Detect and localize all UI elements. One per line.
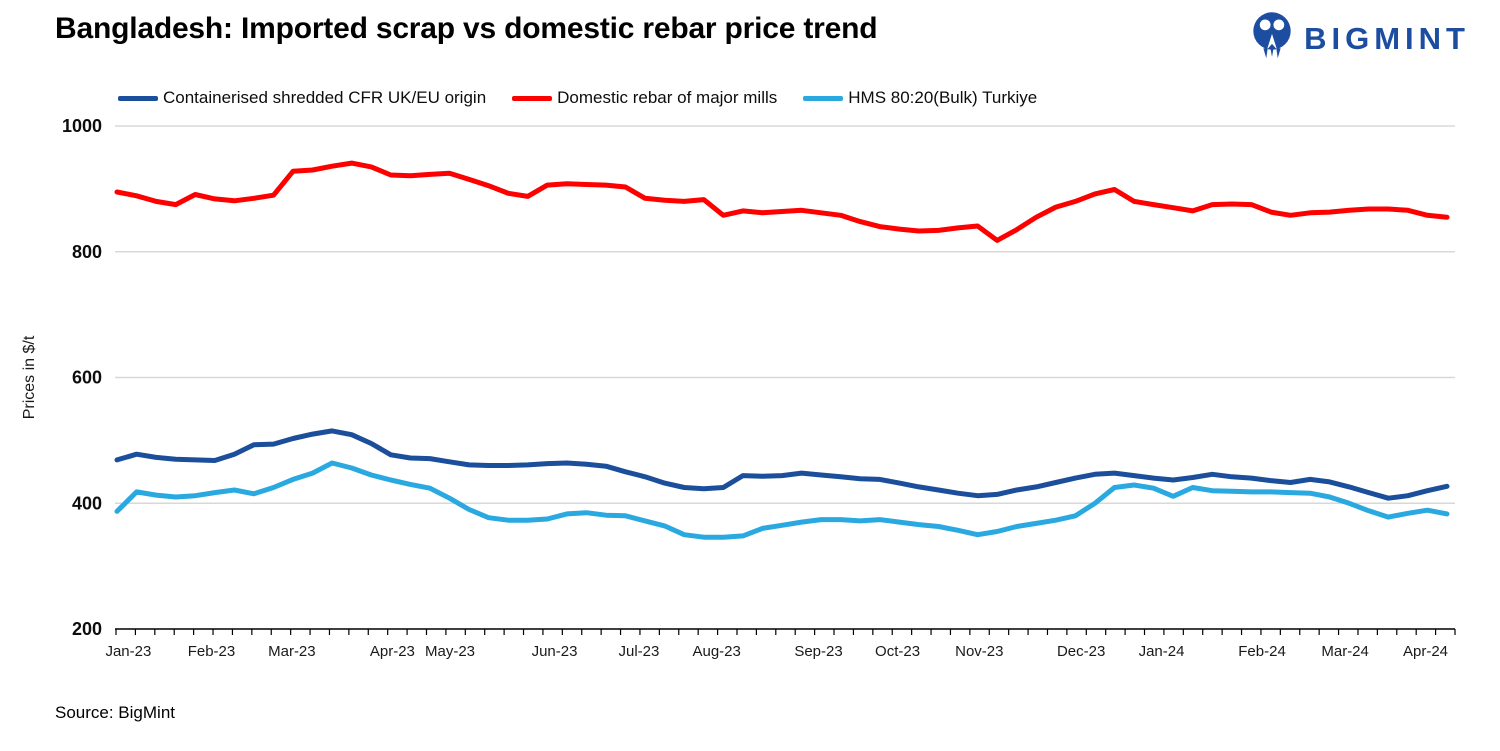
y-tick-label: 1000: [62, 116, 102, 136]
x-tick-label: Apr-24: [1403, 643, 1448, 660]
legend-label: Containerised shredded CFR UK/EU origin: [163, 88, 487, 107]
x-tick-label: Aug-23: [692, 643, 740, 660]
x-tick-label: Mar-24: [1321, 643, 1369, 660]
bigmint-logo-text: BIGMINT: [1304, 20, 1470, 56]
bigmint-logo-icon: [1249, 10, 1295, 67]
bigmint-logo: BIGMINT: [1249, 10, 1470, 67]
y-tick-label: 400: [72, 493, 102, 513]
x-tick-label: Jan-23: [105, 643, 151, 660]
x-tick-label: May-23: [425, 643, 475, 660]
x-tick-label: Nov-23: [955, 643, 1003, 660]
legend-swatch-red: [512, 95, 553, 101]
y-axis-title: Prices in $/t: [21, 335, 38, 419]
series-line-1: [114, 160, 1450, 243]
y-tick-label: 800: [72, 242, 102, 262]
page-title: Bangladesh: Imported scrap vs domestic r…: [55, 12, 878, 45]
legend-label: HMS 80:20(Bulk) Turkiye: [848, 88, 1038, 107]
x-tick-label: Feb-24: [1238, 643, 1286, 660]
legend-swatch-dark-blue: [118, 95, 158, 101]
chart-legend: Containerised shredded CFR UK/EU origin …: [118, 88, 1037, 108]
x-tick-label: Oct-23: [875, 643, 920, 660]
x-tick-label: Jan-24: [1139, 643, 1185, 660]
x-tick-label: Jun-23: [532, 643, 578, 660]
x-tick-label: Feb-23: [188, 643, 236, 660]
x-tick-label: Apr-23: [370, 643, 415, 660]
x-tick-label: Jul-23: [619, 643, 660, 660]
legend-entry-domestic-rebar: Domestic rebar of major mills: [512, 88, 777, 108]
legend-label: Domestic rebar of major mills: [557, 88, 778, 107]
legend-swatch-light-blue: [803, 95, 844, 101]
series-line-2: [114, 460, 1450, 540]
legend-entry-containerised-shredded: Containerised shredded CFR UK/EU origin: [118, 88, 486, 108]
y-tick-label: 200: [72, 619, 102, 639]
source-note: Source: BigMint: [55, 703, 175, 722]
legend-entry-hms-8020: HMS 80:20(Bulk) Turkiye: [803, 88, 1037, 108]
y-tick-label: 600: [72, 368, 102, 388]
series-line-0: [114, 428, 1450, 501]
x-tick-label: Mar-23: [268, 643, 316, 660]
x-tick-label: Dec-23: [1057, 643, 1105, 660]
x-tick-label: Sep-23: [794, 643, 842, 660]
